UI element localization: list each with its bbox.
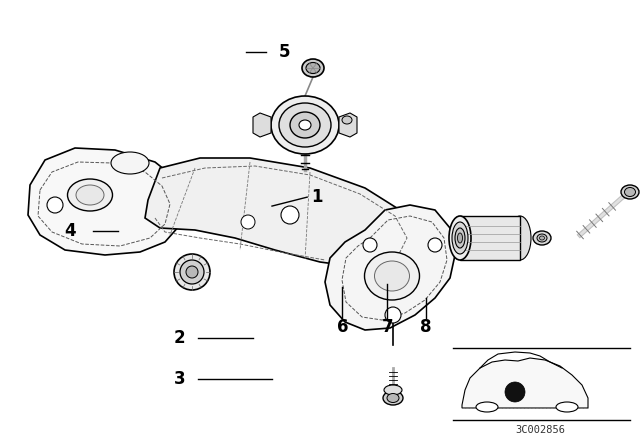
Text: 3C002856: 3C002856 (515, 425, 565, 435)
Circle shape (281, 206, 299, 224)
Ellipse shape (621, 185, 639, 199)
FancyBboxPatch shape (460, 216, 520, 260)
Ellipse shape (111, 152, 149, 174)
Ellipse shape (449, 216, 471, 260)
Circle shape (180, 260, 204, 284)
Text: 6: 6 (337, 318, 348, 336)
Polygon shape (28, 148, 185, 255)
Polygon shape (325, 205, 455, 330)
Circle shape (174, 254, 210, 290)
Ellipse shape (556, 402, 578, 412)
Text: 5: 5 (279, 43, 291, 60)
Ellipse shape (458, 233, 463, 243)
Ellipse shape (306, 63, 320, 73)
Text: 2: 2 (173, 329, 185, 347)
Ellipse shape (67, 179, 113, 211)
Ellipse shape (387, 393, 399, 402)
Circle shape (385, 307, 401, 323)
Polygon shape (253, 113, 271, 137)
Circle shape (47, 197, 63, 213)
Ellipse shape (537, 234, 547, 242)
Ellipse shape (279, 103, 331, 147)
Ellipse shape (76, 185, 104, 205)
Text: 4: 4 (65, 222, 76, 240)
Ellipse shape (540, 236, 545, 240)
Circle shape (428, 238, 442, 252)
Ellipse shape (374, 261, 410, 291)
Ellipse shape (342, 116, 352, 124)
Text: 8: 8 (420, 318, 431, 336)
Polygon shape (462, 358, 588, 408)
Text: 7: 7 (381, 318, 393, 336)
Ellipse shape (271, 96, 339, 154)
Ellipse shape (384, 385, 402, 395)
Ellipse shape (383, 391, 403, 405)
Ellipse shape (509, 216, 531, 260)
Ellipse shape (302, 59, 324, 77)
Circle shape (505, 382, 525, 402)
Circle shape (186, 266, 198, 278)
Ellipse shape (299, 120, 311, 130)
Circle shape (241, 215, 255, 229)
Circle shape (363, 238, 377, 252)
Ellipse shape (625, 188, 636, 197)
Ellipse shape (365, 252, 419, 300)
Polygon shape (339, 113, 357, 137)
Ellipse shape (476, 402, 498, 412)
Ellipse shape (452, 222, 468, 254)
Ellipse shape (533, 231, 551, 245)
Text: 1: 1 (311, 188, 323, 206)
Ellipse shape (455, 228, 465, 248)
Text: 3: 3 (173, 370, 185, 388)
Polygon shape (145, 158, 415, 268)
Ellipse shape (290, 112, 320, 138)
